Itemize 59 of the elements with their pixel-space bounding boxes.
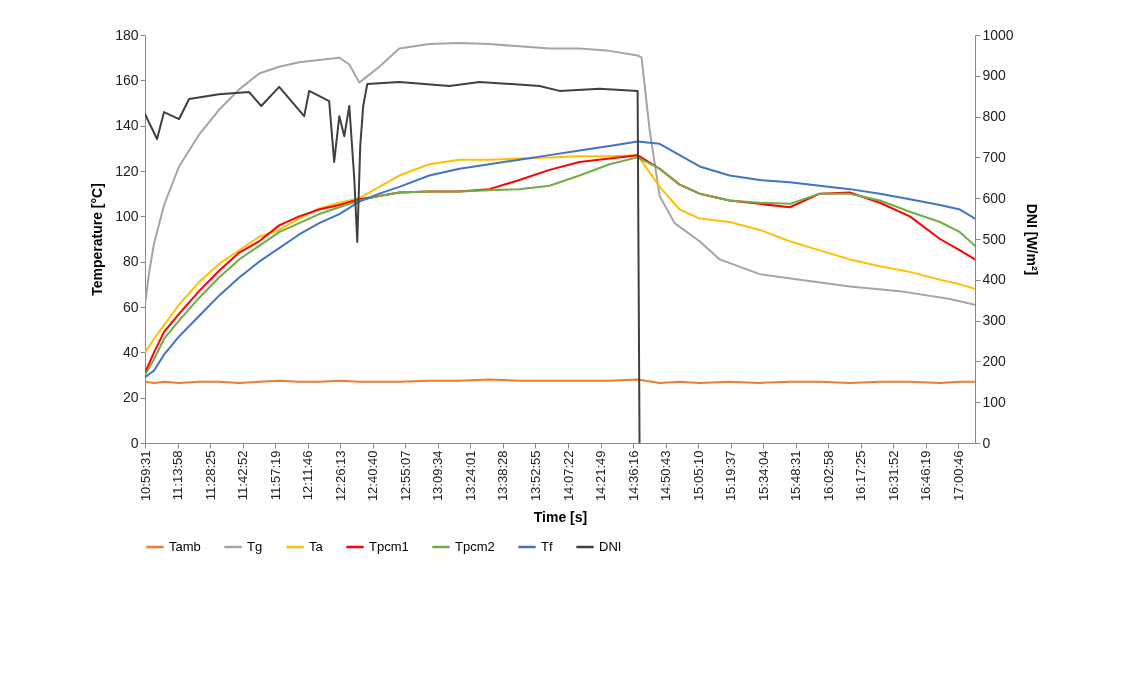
y2-tick-label: 600	[982, 189, 1007, 206]
legend-label: Tf	[541, 539, 553, 554]
x-tick-label: 13:09:34	[430, 450, 446, 502]
x-tick-label: 15:34:04	[755, 450, 771, 502]
legend-label: Tpcm1	[369, 539, 409, 554]
y-tick-label: 180	[115, 26, 139, 43]
x-tick-label: 12:26:13	[332, 450, 348, 502]
x-tick-label: 14:21:49	[593, 450, 609, 502]
y-tick-label: 140	[115, 117, 139, 134]
x-tick-label: 15:19:37	[723, 450, 739, 502]
x-tick-label: 13:24:01	[462, 450, 478, 502]
x-tick-label: 17:00:46	[950, 450, 966, 502]
y-tick-label: 0	[130, 434, 139, 451]
x-tick-label: 15:48:31	[788, 450, 804, 502]
y-tick-label: 40	[122, 343, 139, 360]
y-tick-label: 160	[115, 71, 139, 88]
x-tick-label: 11:28:25	[202, 450, 218, 501]
x-tick-label: 13:52:55	[527, 450, 543, 502]
x-tick-label: 16:02:58	[820, 450, 836, 502]
y2-tick-label: 700	[982, 148, 1007, 165]
y2-tick-label: 800	[982, 108, 1007, 125]
x-tick-label: 15:05:10	[690, 450, 706, 502]
y-tick-label: 20	[122, 389, 139, 406]
line-series	[145, 80, 641, 443]
y2-tick-label: 300	[982, 312, 1007, 329]
line-series	[145, 41, 975, 306]
x-tick-label: 12:40:40	[365, 450, 381, 502]
x-tick-label: 10:59:31	[137, 450, 153, 502]
y2-tick-label: 100	[982, 393, 1007, 410]
x-tick-label: 11:57:19	[267, 450, 283, 501]
x-tick-label: 12:55:07	[397, 450, 413, 502]
y2-tick-label: 500	[982, 230, 1007, 247]
y2-tick-label: 200	[982, 352, 1007, 369]
x-tick-label: 14:36:16	[625, 450, 641, 502]
x-axis-title: Time [s]	[533, 509, 588, 526]
legend-label: Tpcm2	[455, 539, 495, 554]
x-tick-label: 16:46:19	[918, 450, 934, 502]
x-tick-label: 14:50:43	[658, 450, 674, 502]
legend-label: DNI	[599, 539, 622, 554]
x-tick-label: 16:17:25	[853, 450, 869, 502]
y2-tick-label: 400	[982, 271, 1007, 288]
x-tick-label: 13:38:28	[495, 450, 511, 502]
y-tick-label: 120	[115, 162, 139, 179]
legend-label: Ta	[309, 539, 324, 554]
y2-tick-label: 0	[982, 434, 991, 451]
legend-label: Tg	[247, 539, 263, 554]
legend-label: Tamb	[169, 539, 201, 554]
y2-axis-title: DNI [W/m²]	[1023, 203, 1040, 276]
y-axis-title: Temperature [°C]	[89, 183, 106, 296]
y2-tick-label: 1000	[982, 26, 1014, 43]
x-tick-label: 14:07:22	[560, 450, 576, 502]
x-tick-label: 11:42:52	[235, 450, 251, 501]
x-tick-label: 16:31:52	[885, 450, 901, 502]
y-tick-label: 60	[122, 298, 139, 315]
x-tick-label: 12:11:46	[300, 450, 316, 501]
y-tick-label: 80	[122, 253, 139, 270]
x-tick-label: 11:13:58	[170, 450, 186, 501]
y-tick-label: 100	[115, 207, 139, 224]
y2-tick-label: 900	[982, 67, 1007, 84]
